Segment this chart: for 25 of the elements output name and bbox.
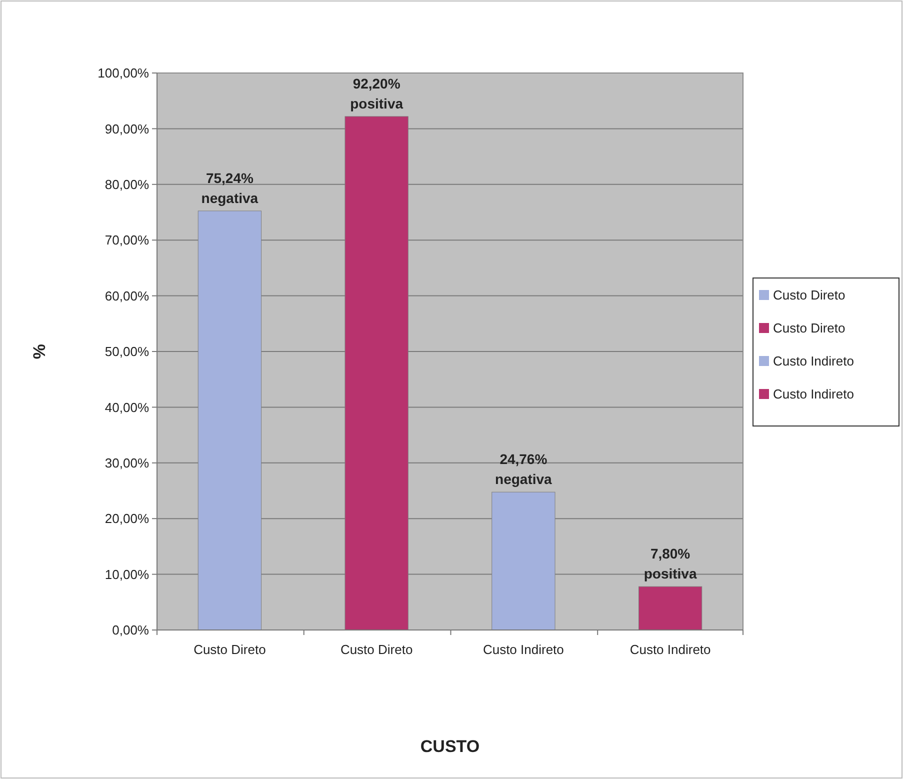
y-tick-label: 70,00% <box>104 232 150 248</box>
legend-label: Custo Indireto <box>773 354 854 369</box>
y-tick-label: 80,00% <box>104 176 150 192</box>
data-label: 75,24% negativa <box>201 170 258 206</box>
x-tick-label: Custo Indireto <box>482 642 564 657</box>
x-tick-label: Custo Direto <box>194 642 266 657</box>
y-tick-label: 10,00% <box>104 566 150 582</box>
x-tick-label: Custo Direto <box>340 642 413 657</box>
y-tick-label: 30,00% <box>104 455 150 470</box>
legend-label: Custo Indireto <box>773 386 854 402</box>
y-tick-label: 40,00% <box>104 400 150 415</box>
x-tick-label: Custo Indireto <box>630 642 711 657</box>
y-tick-label: 90,00% <box>104 121 150 136</box>
legend-label: Custo Direto <box>773 288 846 303</box>
data-label: 24,76% negativa <box>495 451 552 488</box>
y-tick-label: 0,00% <box>112 622 150 638</box>
y-tick-label: 50,00% <box>104 344 150 360</box>
data-label: 92,20% positiva <box>350 75 404 112</box>
x-axis-title: CUSTO <box>420 737 480 756</box>
y-tick-label: 100,00% <box>98 66 150 81</box>
data-label: 7,80% positiva <box>644 546 697 582</box>
y-tick-label: 20,00% <box>104 511 150 526</box>
legend-label: Custo Direto <box>773 320 846 336</box>
y-axis-title: % <box>30 344 49 360</box>
y-tick-label: 60,00% <box>104 288 150 304</box>
